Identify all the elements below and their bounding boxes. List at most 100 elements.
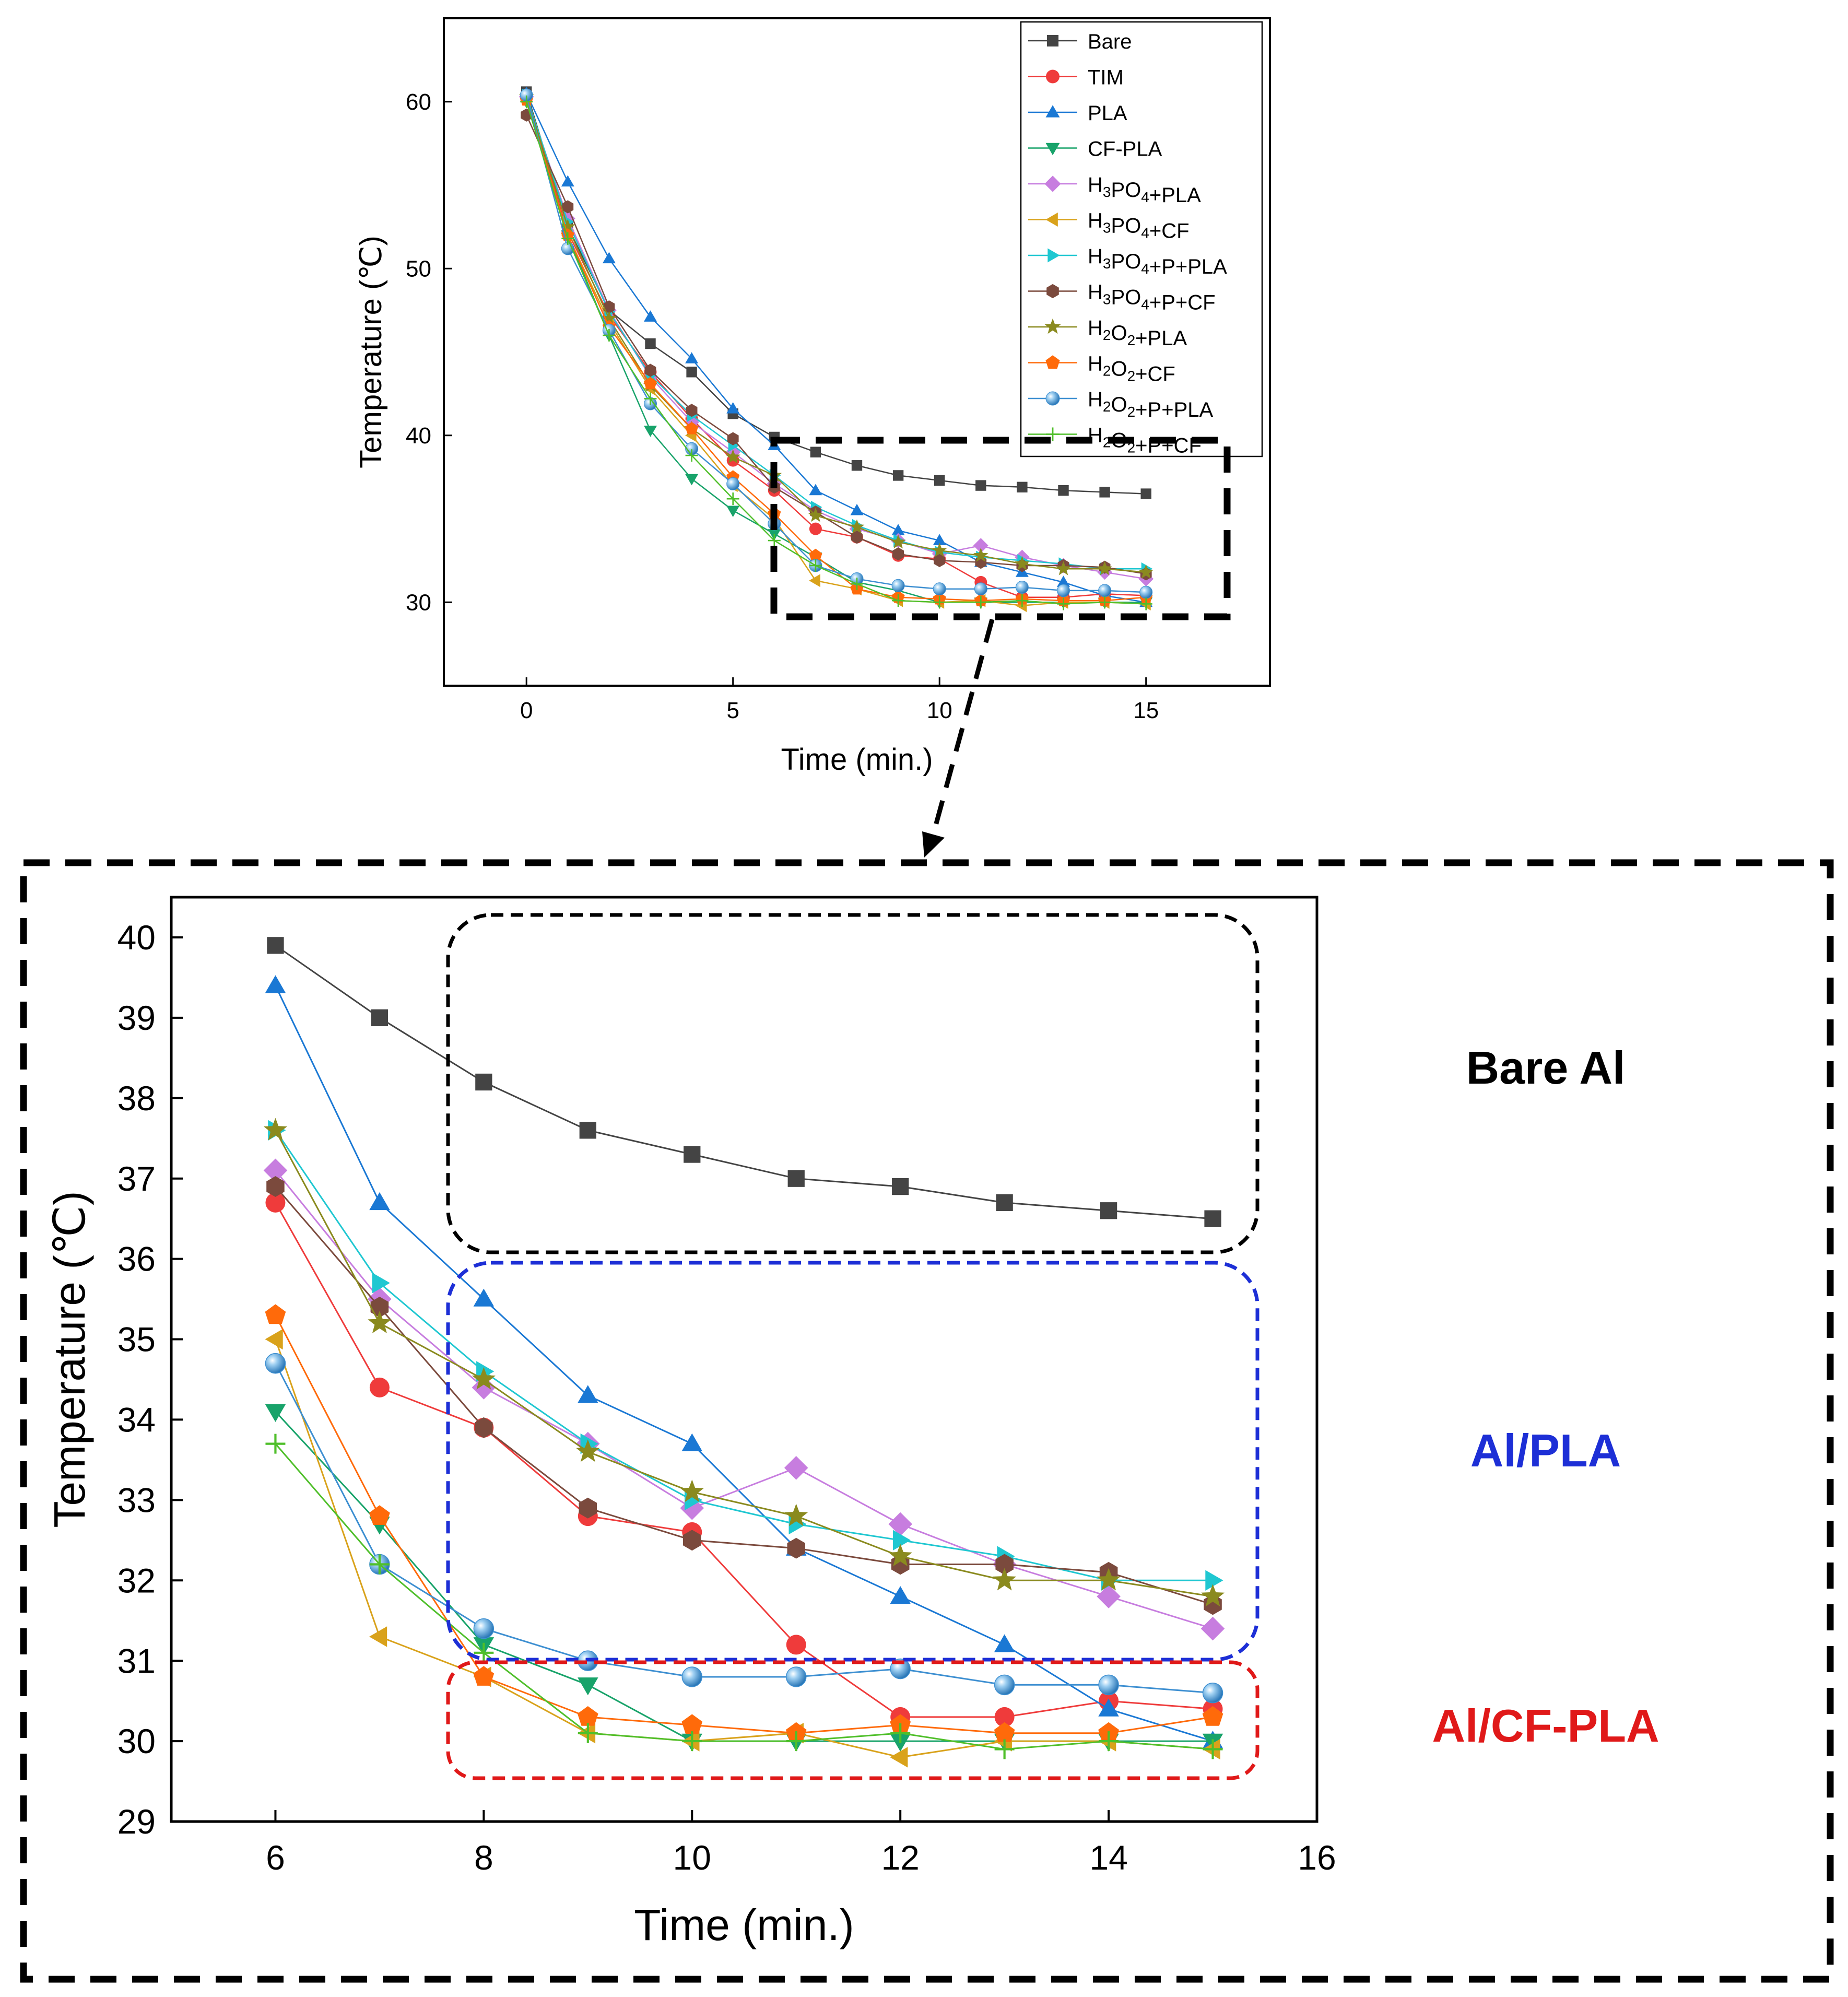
overview-point-h2o2-plus-p-plus-cf [809, 559, 822, 572]
zoom-series-h2o2-plus-p-plus-pla [265, 1353, 1223, 1704]
zoom-line-h2o2-plus-p-plus-pla [275, 1363, 1213, 1694]
legend-item-pla: PLA [1028, 102, 1127, 125]
overview-point-h2o2-plus-pla [1097, 561, 1112, 575]
overview-point-h2o2-plus-pla [973, 547, 988, 562]
overview-line-h3po4-plus-p-plus-cf [526, 114, 1146, 575]
legend-item-bare: Bare [1028, 30, 1132, 53]
zoom-point-pla [1098, 1698, 1119, 1717]
bare-al-group-box [446, 913, 1260, 1254]
overview-point-h2o2-plus-pla [560, 219, 575, 233]
zoom-x-tick-label: 6 [266, 1838, 285, 1877]
overview-point-pla [891, 524, 905, 535]
zoom-y-tick-label: 34 [117, 1401, 156, 1439]
zoom-point-h2o2-plus-p-plus-cf [994, 1739, 1015, 1759]
zoom-point-bare [1100, 1202, 1117, 1219]
zoom-panel-frame [20, 859, 1834, 1983]
zoom-point-h3po4-plus-p-plus-cf [787, 1537, 805, 1559]
legend-label-h2o2-plus-p-plus-pla: H2O2+P+PLA [1088, 388, 1213, 421]
overview-line-pla [526, 93, 1146, 603]
zoom-point-h2o2-plus-p-plus-cf [890, 1723, 911, 1743]
zoom-point-h2o2-plus-cf [265, 1304, 286, 1324]
legend-label-h2o2-plus-cf: H2O2+CF [1088, 353, 1175, 386]
zoom-point-h2o2-plus-cf [994, 1722, 1015, 1742]
overview-point-h3po4-plus-pla [973, 538, 988, 553]
zoom-x-tick-label: 10 [673, 1838, 711, 1877]
overview-point-h2o2-plus-p-plus-pla [1015, 580, 1029, 594]
zoom-line-h2o2-plus-cf [275, 1314, 1213, 1734]
overview-point-bare [1099, 487, 1110, 498]
zoom-point-bare [892, 1178, 909, 1195]
zoom-plot-frame [170, 896, 1319, 1823]
legend-marker-h3po4-plus-p-plus-cf [1046, 284, 1059, 299]
overview-y-tick-label: 30 [406, 590, 431, 616]
zoom-series-bare [267, 937, 1221, 1227]
al-cfpla-group-box [446, 1660, 1260, 1780]
zoom-point-h3po4-plus-p-plus-cf [579, 1497, 597, 1519]
zoom-point-h2o2-plus-p-plus-cf [474, 1642, 494, 1663]
overview-axes: 0 5 10 15 30 40 50 60 [406, 89, 1159, 723]
zoom-point-h3po4-plus-pla [888, 1512, 912, 1536]
overview-point-h3po4-plus-p-plus-cf [851, 531, 863, 544]
zoom-point-h2o2-plus-pla [1097, 1568, 1121, 1591]
overview-point-h2o2-plus-pla [932, 543, 947, 557]
group-label-al-pla: Al/PLA [1470, 1425, 1621, 1476]
zoom-point-h3po4-plus-p-plus-cf [266, 1176, 285, 1197]
overview-series [519, 86, 1154, 613]
overview-point-pla [850, 503, 864, 515]
overview-point-h2o2-plus-p-plus-pla [974, 582, 987, 596]
legend-item-tim: TIM [1028, 66, 1124, 89]
legend-label-tim: TIM [1088, 66, 1124, 89]
legend-marker-h2o2-plus-pla [1044, 318, 1061, 334]
overview-point-h2o2-plus-p-plus-pla [726, 477, 740, 490]
overview-x-tick-label: 5 [726, 698, 739, 723]
overview-y-tick-label: 60 [406, 89, 431, 115]
al-pla-group-box [446, 1261, 1260, 1662]
zoom-x-tick-label: 16 [1298, 1838, 1336, 1877]
zoom-y-tick-label: 38 [117, 1079, 156, 1118]
zoom-point-h2o2-plus-pla [263, 1118, 287, 1141]
overview-line-h3po4-plus-p-plus-pla [526, 95, 1146, 570]
overview-y-tick-label: 40 [406, 423, 431, 449]
zoom-y-tick-label: 35 [117, 1320, 156, 1359]
zoom-x-tick-label: 14 [1089, 1838, 1127, 1877]
overview-point-h2o2-plus-p-plus-cf [1098, 596, 1111, 609]
group-label-bare-al: Bare Al [1466, 1042, 1626, 1094]
zoom-y-axis-label: Temperature (℃) [45, 1191, 94, 1528]
overview-y-tick-label: 50 [406, 256, 431, 282]
zoom-arrow-head [922, 831, 945, 857]
overview-point-h2o2-plus-p-plus-cf [1139, 597, 1152, 610]
zoom-series-cf-pla [265, 1404, 1223, 1752]
zoom-line-h3po4-plus-p-plus-cf [275, 1186, 1213, 1605]
zoom-point-tim [994, 1707, 1015, 1727]
zoom-point-h2o2-plus-p-plus-cf [682, 1731, 702, 1752]
overview-point-cf-pla [644, 426, 657, 437]
zoom-series-h3po4-plus-cf [265, 1329, 1220, 1768]
zoom-point-pla [994, 1634, 1015, 1652]
overview-point-h2o2-plus-pla [1015, 556, 1030, 570]
zoom-point-h3po4-plus-p-plus-cf [683, 1530, 701, 1551]
overview-point-h2o2-plus-p-plus-cf [974, 596, 987, 609]
zoom-x-axis-label: Time (min.) [634, 1900, 854, 1949]
zoom-point-pla [473, 1288, 495, 1307]
zoom-point-h2o2-plus-cf [473, 1666, 495, 1686]
zoom-point-h3po4-plus-p-plus-cf [995, 1554, 1014, 1575]
overview-point-h3po4-plus-p-plus-cf [934, 554, 946, 567]
overview-line-h2o2-plus-p-plus-cf [526, 101, 1146, 605]
zoom-point-h2o2-plus-pla [472, 1367, 496, 1390]
overview-point-bare [645, 338, 656, 349]
overview-chart: 0 5 10 15 30 40 50 60 Bare TIM PLA CF-PLA H3PO4+PLA… [354, 17, 1271, 777]
zoom-series-tim [265, 1192, 1223, 1727]
legend-marker-tim [1046, 69, 1060, 84]
overview-point-tim [809, 522, 822, 535]
zoom-point-h2o2-plus-pla [993, 1568, 1017, 1591]
overview-point-h2o2-plus-pla [1138, 564, 1153, 579]
overview-point-bare [892, 470, 904, 481]
legend-marker-h3po4-plus-p-plus-pla [1047, 248, 1060, 263]
overview-point-bare [1140, 488, 1151, 499]
overview-point-pla [685, 352, 699, 363]
zoom-chart: 6 8 10 12 14 16 29 30 31 32 33 34 35 36 37 38 39 40 Bare … [45, 896, 1659, 1949]
zoom-point-h2o2-plus-cf [577, 1706, 598, 1726]
legend-box [1020, 21, 1263, 457]
overview-series-h2o2-plus-p-plus-cf [520, 95, 1152, 610]
